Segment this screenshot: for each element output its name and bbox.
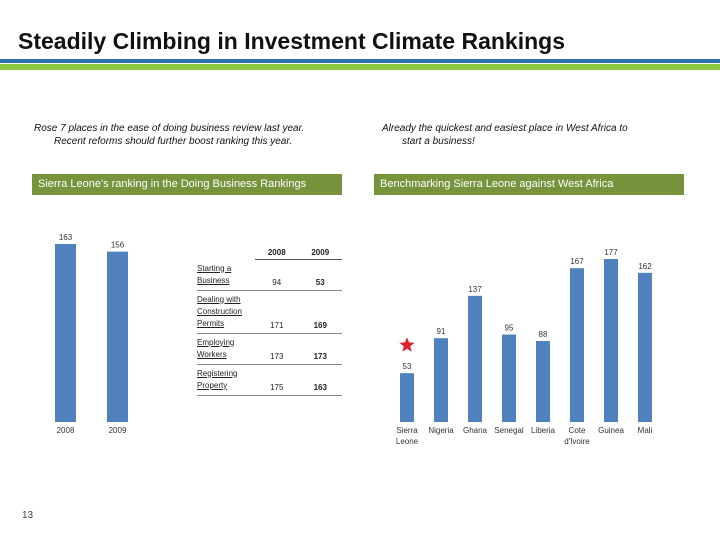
category-label: Sierra <box>396 426 418 435</box>
bar-value-label: 162 <box>638 262 652 271</box>
bar-value-label: 156 <box>111 241 125 250</box>
bar-value-label: 137 <box>468 285 482 294</box>
title-rule-green <box>0 64 720 70</box>
bar <box>400 373 414 422</box>
table-row: Registering Property 175 163 <box>197 364 342 396</box>
bar <box>604 259 618 422</box>
left-caption-line1: Rose 7 places in the ease of doing busin… <box>34 123 305 134</box>
table-header-row: 2008 2009 <box>197 246 342 260</box>
table-cell-2009: 163 <box>298 364 342 396</box>
right-bar-chart: 53 Sierra Leone 91 Nigeria 137 Ghana 95 Senegal 8… <box>396 248 653 446</box>
category-label: Liberia <box>531 426 556 435</box>
right-banner: Benchmarking Sierra Leone against West A… <box>374 174 684 195</box>
bar-value-label: 167 <box>570 257 584 266</box>
left-banner: Sierra Leone's ranking in the Doing Busi… <box>32 174 342 195</box>
category-label: 2009 <box>109 426 127 435</box>
table-row: Employing Workers 173 173 <box>197 333 342 365</box>
bar-value-label: 88 <box>539 330 548 339</box>
page-number: 13 <box>22 510 34 521</box>
category-label: Mali <box>638 426 653 435</box>
table-row-label: Employing Workers <box>197 333 255 365</box>
table-row-label: Registering Property <box>197 364 255 396</box>
bar <box>468 295 482 422</box>
bar-value-label: 177 <box>604 248 618 257</box>
bar-value-label: 91 <box>437 327 446 336</box>
left-caption-line2: Recent reforms should further boost rank… <box>54 136 293 147</box>
table-cell-2008: 175 <box>255 364 299 396</box>
bar-value-label: 95 <box>505 324 514 333</box>
table-header-blank <box>197 246 255 260</box>
bar-value-label: 53 <box>403 362 412 371</box>
table-header-2008: 2008 <box>255 246 299 260</box>
category-label: Ghana <box>463 426 488 435</box>
table-row: Dealing with Construction Permits 171 16… <box>197 290 342 334</box>
table-cell-2009: 169 <box>298 290 342 334</box>
bar <box>107 251 128 422</box>
table-row: Starting a Business 94 53 <box>197 259 342 291</box>
title-rule-blue <box>0 59 720 63</box>
table-cell-2009: 173 <box>298 333 342 365</box>
table-row-label: Starting a Business <box>197 259 255 291</box>
left-bar-chart: 163 2008 156 2009 <box>55 233 128 435</box>
category-label: Leone <box>396 437 419 446</box>
bar <box>434 338 448 422</box>
left-caption: Rose 7 places in the ease of doing busin… <box>34 122 364 148</box>
category-label: Nigeria <box>428 426 454 435</box>
ranking-table: 2008 2009 Starting a Business 94 53 Deal… <box>197 246 342 396</box>
table-cell-2009: 53 <box>298 259 342 291</box>
category-label: 2008 <box>57 426 75 435</box>
bar-value-label: 163 <box>59 233 73 242</box>
right-caption-line2: start a business! <box>402 136 475 147</box>
star-icon <box>399 337 415 352</box>
bar <box>536 340 550 422</box>
table-cell-2008: 171 <box>255 290 299 334</box>
table-cell-2008: 173 <box>255 333 299 365</box>
category-label: Guinea <box>598 426 624 435</box>
bar <box>55 244 76 422</box>
category-label: Senegal <box>494 426 524 435</box>
bar <box>570 268 584 422</box>
category-label: d'Ivoire <box>564 437 590 446</box>
table-cell-2008: 94 <box>255 259 299 291</box>
table-row-label: Dealing with Construction Permits <box>197 290 255 334</box>
table-header-2009: 2009 <box>298 246 342 260</box>
bar <box>502 334 516 422</box>
right-caption-line1: Already the quickest and easiest place i… <box>382 123 628 134</box>
right-caption: Already the quickest and easiest place i… <box>382 122 702 148</box>
bar <box>638 272 652 422</box>
category-label: Cote <box>569 426 586 435</box>
slide-title: Steadily Climbing in Investment Climate … <box>18 28 566 54</box>
